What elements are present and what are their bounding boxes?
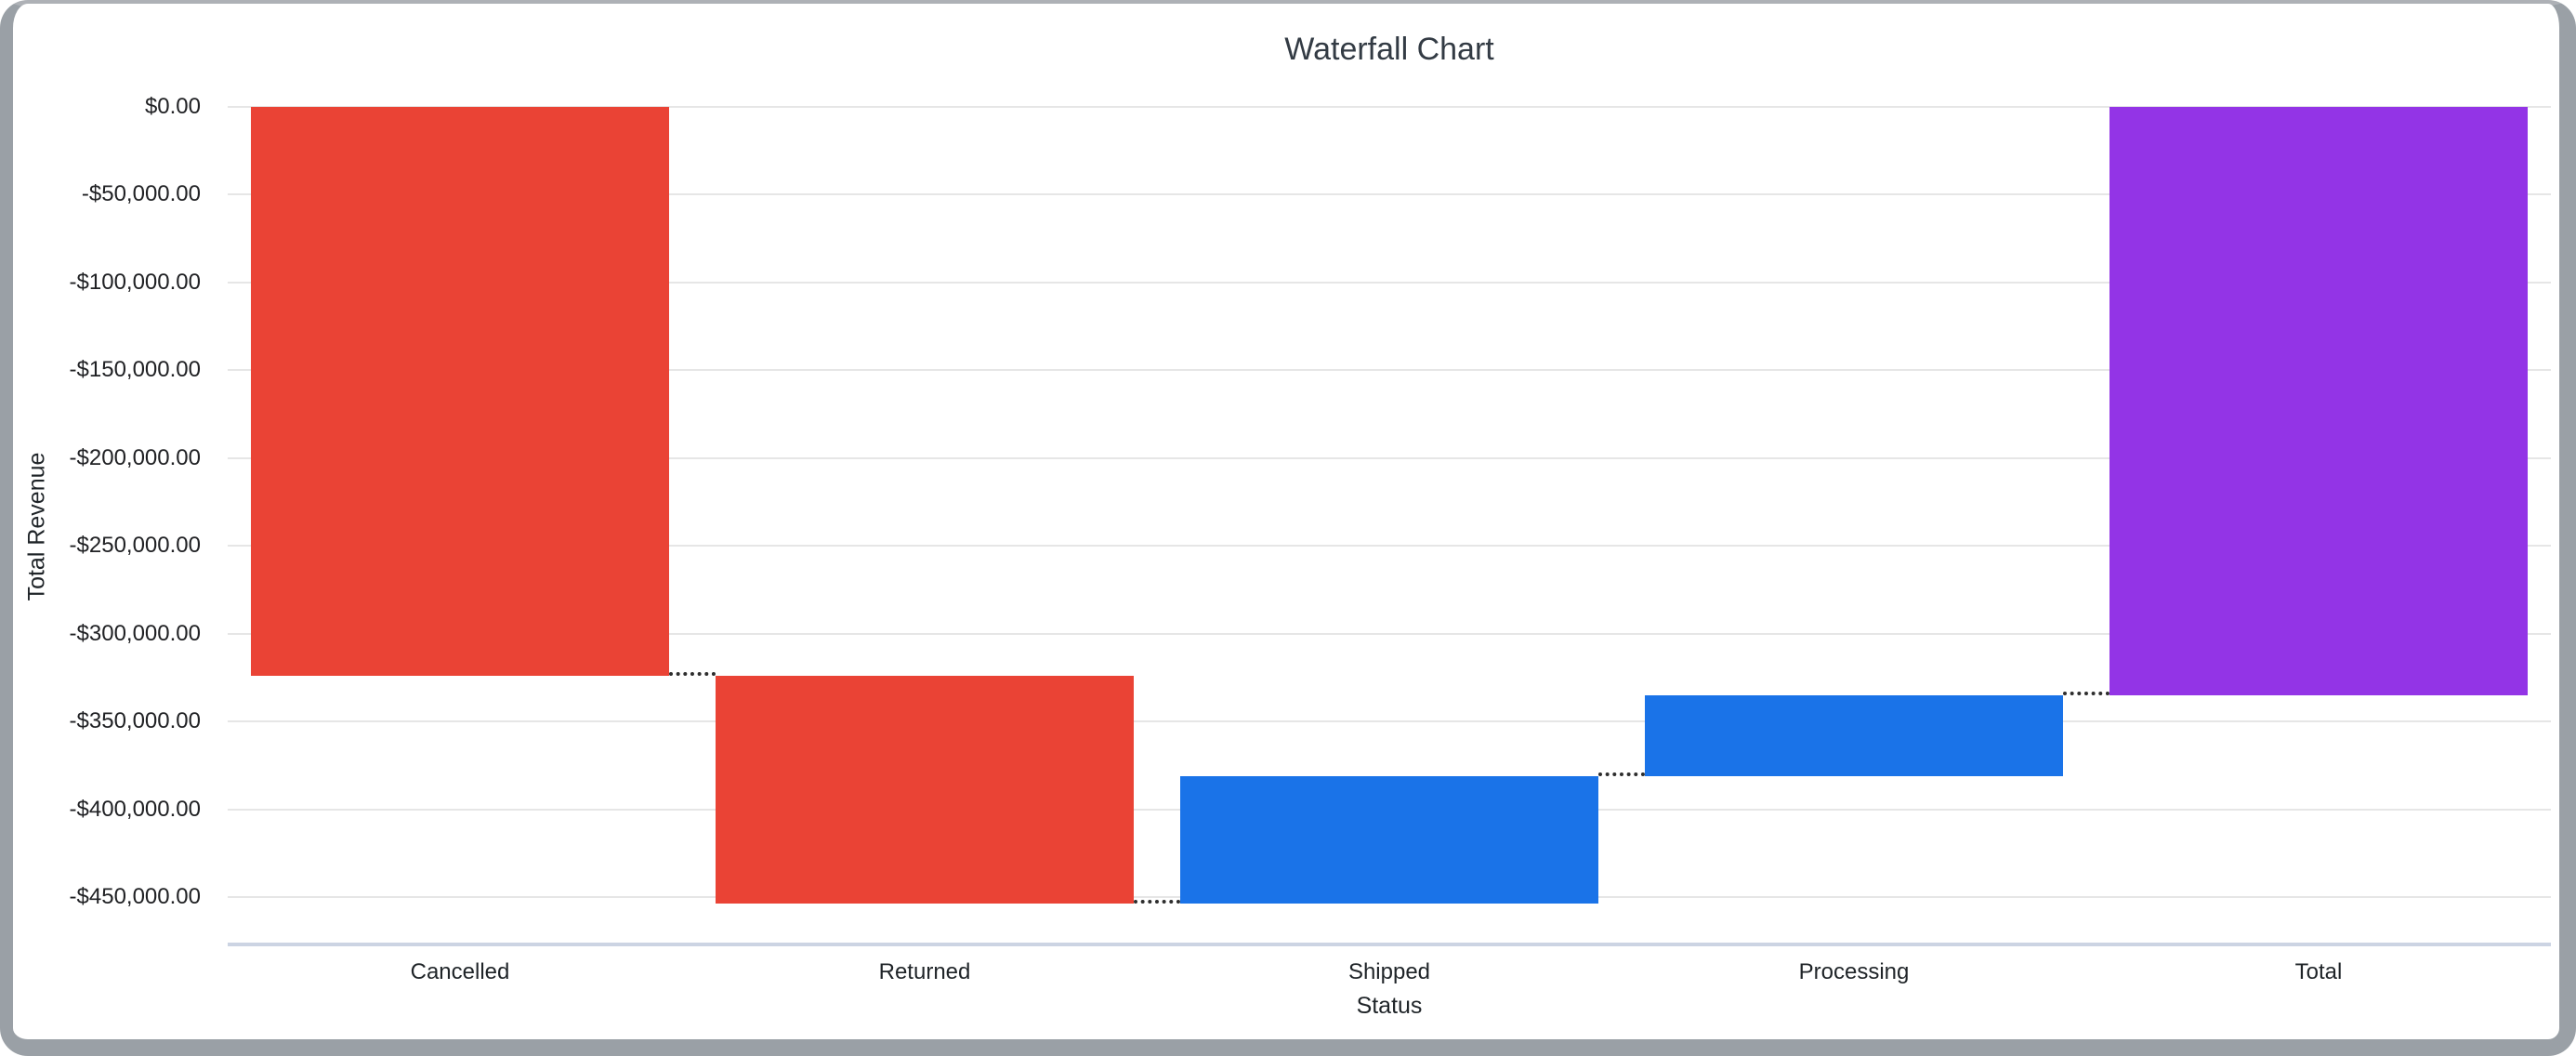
y-tick-label: -$200,000.00 — [69, 444, 201, 470]
gridline — [228, 720, 2551, 722]
x-category-label: Total — [2294, 959, 2343, 985]
waterfall-connector — [2063, 691, 2109, 695]
gridline — [228, 281, 2551, 284]
y-tick-label: -$350,000.00 — [69, 708, 201, 733]
x-category-label: Cancelled — [410, 959, 510, 985]
gridline — [228, 369, 2551, 371]
bar-cancelled[interactable] — [251, 106, 669, 676]
gridline — [228, 193, 2551, 195]
y-tick-label: -$150,000.00 — [69, 357, 201, 382]
bar-processing[interactable] — [1645, 694, 2063, 776]
waterfall-connector — [1134, 899, 1180, 904]
bar-total[interactable] — [2109, 106, 2528, 695]
y-tick-label: -$50,000.00 — [81, 181, 201, 206]
bar-shipped[interactable] — [1180, 775, 1598, 904]
bar-returned[interactable] — [716, 675, 1134, 904]
x-category-label: Returned — [878, 959, 971, 985]
x-category-label: Shipped — [1347, 959, 1431, 985]
y-tick-label: -$250,000.00 — [69, 533, 201, 558]
y-tick-label: -$100,000.00 — [69, 269, 201, 295]
x-axis-title: Status — [1356, 993, 1423, 1019]
x-category-label: Processing — [1798, 959, 1910, 985]
gridline — [228, 456, 2551, 459]
gridline — [228, 545, 2551, 547]
y-tick-label: -$300,000.00 — [69, 620, 201, 646]
chart-title: Waterfall Chart — [1284, 32, 1494, 67]
y-tick-label: -$400,000.00 — [69, 796, 201, 822]
waterfall-connector — [1598, 772, 1645, 776]
y-tick-label: -$450,000.00 — [69, 884, 201, 909]
axis-baseline — [228, 943, 2551, 947]
gridline — [228, 632, 2551, 635]
gridline — [228, 105, 2551, 108]
waterfall-connector — [669, 671, 716, 676]
y-tick-label: $0.00 — [144, 93, 201, 119]
